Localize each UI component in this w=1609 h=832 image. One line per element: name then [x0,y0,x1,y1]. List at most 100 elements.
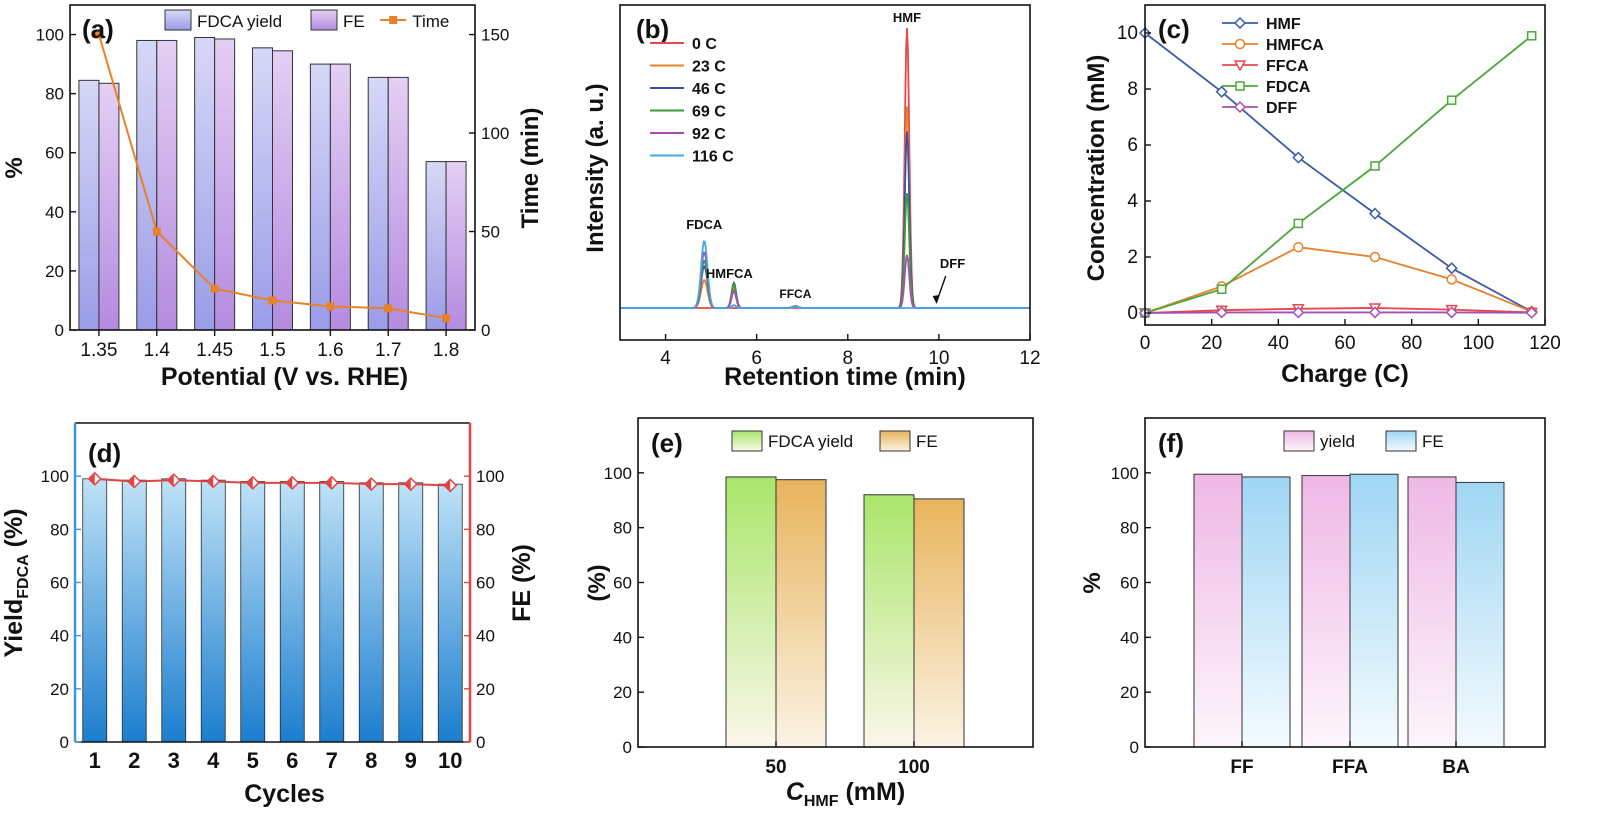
bar-fdca-yield [136,39,158,331]
y-tick-label: 60 [50,574,69,593]
legend-label: HMF [1266,16,1301,33]
fe-point-half [286,476,293,489]
legend-marker [1233,60,1247,72]
point-dff [1445,306,1458,319]
x-tick-label: 1 [89,748,101,773]
fe-point-half [128,475,135,488]
y-right-tick-label: 20 [476,680,495,699]
bar-yield [200,479,226,743]
y-right-tick-label: 80 [476,520,495,539]
x-tick-label: FF [1230,757,1253,778]
bar-yield [240,481,266,743]
x-axis-label: Cycles [244,780,325,808]
y-tick-label: 20 [45,262,64,281]
chromatogram-69-C [620,193,1030,309]
x-tick-label: 100 [898,757,930,778]
x-tick-label: 9 [405,748,417,773]
panel-label: (f) [1158,428,1184,458]
time-point [384,304,393,313]
panel-f: FF FFA BA 0 20 40 60 80 100% (f) yield FE [1079,417,1546,778]
y-right-tick-label: 0 [481,321,490,340]
time-point [442,314,451,323]
chromatogram-23-C [620,106,1030,309]
x-tick-label: 2 [128,748,140,773]
y-axis-label: YieldFDCA (%) [0,508,32,657]
y-axis-label: % [1079,572,1106,593]
y-tick-label: 0 [1130,738,1139,757]
x-tick-label: 1.5 [259,340,285,361]
fe-point-half [88,472,95,485]
bar-fdca-yield [252,47,273,331]
panel-label: (a) [82,14,114,44]
time-point [210,284,219,293]
point-hmf [1292,151,1305,164]
bar-fe [272,50,293,331]
bar-yield [279,481,305,743]
y-right-axis-label: FE (%) [508,544,536,622]
y-axis-label: (%) [584,564,611,601]
legend-label: FE [916,432,938,451]
plot-frame [69,4,476,331]
fe-point-half [207,475,214,488]
y-right-tick-label: 100 [476,467,504,486]
point-dff [1215,306,1228,319]
x-tick-label: 4 [660,348,671,369]
y-tick-label: 80 [1120,519,1139,538]
y-tick-label: 2 [1127,247,1138,268]
x-axis-label: Potential (V vs. RHE) [161,363,408,391]
fe-point-half [246,476,253,489]
bar-yield [121,479,147,743]
plot-frame [1144,4,1546,326]
panel-label: (c) [1158,14,1190,44]
fe-point-half [365,478,372,491]
point-fdca [1526,31,1537,41]
y-right-tick-label: 50 [481,223,500,242]
legend-marker [1234,38,1246,50]
legend-swatch [731,430,763,452]
y-right-tick-label: 0 [476,733,485,752]
chromatogram-46-C [620,131,1030,309]
x-tick-label: 10 [928,348,949,369]
point-hmf [1445,262,1458,275]
y-tick-label: 20 [50,680,69,699]
line-ffca [1144,307,1532,314]
y-tick-label: 60 [613,574,632,593]
y-tick-label: 60 [1120,574,1139,593]
legend-marker [1235,81,1245,91]
legend-swatch [1283,430,1315,452]
annotation-hmf: HMF [893,10,921,25]
legend-swatch [164,9,192,31]
point-fdca [1216,284,1227,294]
annotation-arrowhead [932,295,940,304]
line-fdca [1144,35,1533,314]
bar-fe [98,82,120,331]
x-tick-label: 1.6 [317,340,343,361]
y-tick-label: 40 [613,628,632,647]
y-axis-label: Intensity (a. u.) [582,83,609,252]
y-tick-label: 20 [1120,683,1139,702]
panel-b: 4 6 8 10 12 Intensity (a. u.) Retention time (… [582,4,1041,391]
legend-marker [389,16,398,24]
y-tick-label: 10 [1117,23,1138,44]
bar-yield [319,481,345,743]
point-fdca [1370,161,1380,171]
y-tick-label: 6 [1127,135,1138,156]
x-tick-label: 0 [1140,333,1151,354]
annotation-ffca: FFCA [779,287,811,301]
bar-fdca-yield [425,161,447,331]
x-axis-label: CHMF (mM) [786,778,905,810]
x-tick-label: 40 [1268,333,1289,354]
y-tick-label: 40 [50,627,69,646]
bar-fe [329,63,351,331]
fe-point-half [404,478,411,491]
point-hmf [1368,207,1382,220]
y-tick-label: 0 [623,738,632,757]
x-tick-label: 1.8 [433,340,459,361]
legend-marker [1233,16,1247,30]
y-tick-label: 100 [36,26,64,45]
x-tick-label: 5 [247,748,259,773]
y-tick-label: 80 [613,519,632,538]
fe-point-half [444,479,451,492]
annotation-hmfca: HMFCA [706,266,754,281]
fe-point-half [167,474,174,487]
